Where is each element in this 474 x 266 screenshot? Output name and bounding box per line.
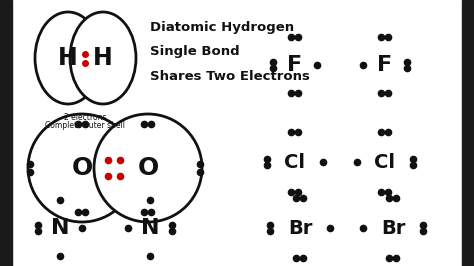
Text: Single Bond: Single Bond — [150, 45, 240, 59]
Bar — [0, 0, 12, 266]
Text: Diatomic Hydrogen: Diatomic Hydrogen — [150, 22, 294, 35]
Text: O: O — [72, 156, 92, 180]
Ellipse shape — [94, 114, 202, 222]
Text: Br: Br — [381, 218, 405, 238]
Text: F: F — [287, 55, 302, 75]
Text: N: N — [51, 218, 69, 238]
Text: 2 electrons: 2 electrons — [64, 113, 106, 122]
Ellipse shape — [35, 12, 101, 104]
Text: Complete outer shell: Complete outer shell — [45, 122, 125, 131]
Text: O: O — [137, 156, 159, 180]
Text: H: H — [58, 46, 78, 70]
Text: Br: Br — [288, 218, 312, 238]
Text: H: H — [93, 46, 113, 70]
Text: Cl: Cl — [374, 152, 395, 172]
Text: F: F — [377, 55, 392, 75]
Ellipse shape — [70, 12, 136, 104]
Text: Cl: Cl — [284, 152, 306, 172]
Bar — [462, 0, 474, 266]
Text: Shares Two Electrons: Shares Two Electrons — [150, 69, 310, 82]
Ellipse shape — [28, 114, 136, 222]
Text: N: N — [141, 218, 159, 238]
